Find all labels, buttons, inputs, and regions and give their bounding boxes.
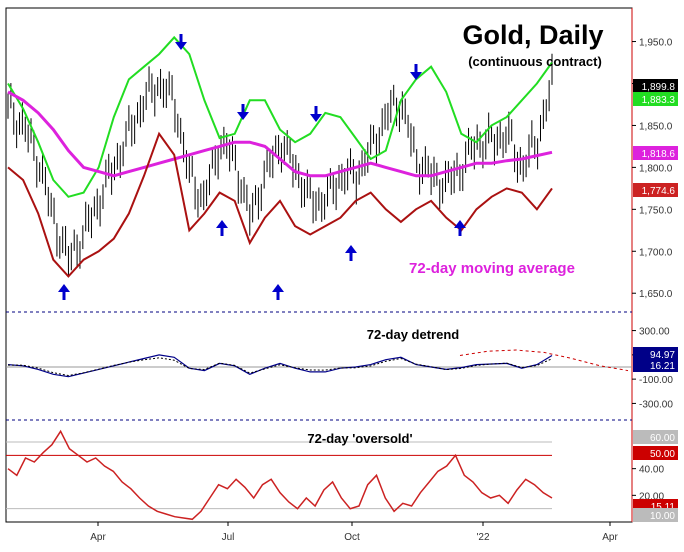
oversold-value-tag xyxy=(633,430,678,444)
moving-average-annotation: 72-day moving average xyxy=(409,260,575,277)
x-tick-label: '22 xyxy=(476,532,489,543)
oversold-label: 72-day 'oversold' xyxy=(307,431,412,446)
detrend-value-tag-label: 94.97 xyxy=(650,350,675,361)
x-tick-label: Apr xyxy=(90,532,106,543)
price-value-tag xyxy=(633,146,678,160)
y-tick-label: 1,750.0 xyxy=(639,205,673,216)
oversold-value-tag-label: 50.00 xyxy=(650,449,675,460)
detrend-value-tag xyxy=(633,358,678,372)
oversold-value-tag xyxy=(633,508,678,522)
down-arrow-icon xyxy=(237,104,249,120)
price-value-tag-label: 1,883.3 xyxy=(642,95,676,106)
price-value-tag-label: 1,899.8 xyxy=(642,82,676,93)
chart-frame xyxy=(5,7,633,523)
y-tick-label: 40.00 xyxy=(639,465,664,476)
y-tick-label: 1,650.0 xyxy=(639,289,673,300)
detrend-value-tag xyxy=(633,347,678,361)
turning-point-arrows xyxy=(58,34,466,300)
price-panel: 1,950.01,900.01,850.01,800.01,750.01,700… xyxy=(7,34,678,300)
up-arrow-icon xyxy=(345,245,357,261)
x-tick-label: Oct xyxy=(344,532,360,543)
oversold-value-tag-label: 10.00 xyxy=(650,511,675,522)
up-arrow-icon xyxy=(454,220,466,236)
series-projected-cycle xyxy=(459,349,629,372)
y-tick-label: 1,700.0 xyxy=(639,247,673,258)
y-tick-label: -100.00 xyxy=(639,375,673,386)
series-detrend xyxy=(7,354,553,378)
chart-subtitle: (continuous contract) xyxy=(468,54,602,69)
y-tick-label: 1,800.0 xyxy=(639,163,673,174)
price-value-tag-label: 1,774.6 xyxy=(642,186,676,197)
x-tick-label: Apr xyxy=(602,532,618,543)
series-oversold xyxy=(7,429,553,521)
price-value-tag-label: 1,818.6 xyxy=(642,149,676,160)
x-axis: Apr Jul Oct '22 Apr xyxy=(90,522,618,543)
oversold-value-tag xyxy=(633,446,678,460)
price-value-tag xyxy=(633,183,678,197)
down-arrow-icon xyxy=(310,106,322,122)
up-arrow-icon xyxy=(216,220,228,236)
detrend-value-tag-label: 16.21 xyxy=(650,361,675,372)
series-lower-band xyxy=(7,131,553,278)
up-arrow-icon xyxy=(58,284,70,300)
y-tick-label: 300.00 xyxy=(639,327,670,338)
down-arrow-icon xyxy=(175,34,187,50)
oversold-value-tag-label: 60.00 xyxy=(650,433,675,444)
detrend-label: 72-day detrend xyxy=(367,327,460,342)
y-tick-label: 1,850.0 xyxy=(639,121,673,132)
series-detrend-smooth xyxy=(7,357,553,377)
up-arrow-icon xyxy=(272,284,284,300)
oversold-value-tag-label: 15.11 xyxy=(651,502,676,513)
price-bars xyxy=(7,53,553,276)
y-tick-label: 1,950.0 xyxy=(639,38,673,49)
chart-title: Gold, Daily xyxy=(462,20,603,50)
series-72-day-moving-average xyxy=(7,90,553,178)
series-upper-band xyxy=(7,35,553,198)
price-value-tag xyxy=(633,92,678,106)
x-tick-label: Jul xyxy=(222,532,235,543)
down-arrow-icon xyxy=(410,64,422,80)
price-value-tag xyxy=(633,79,678,93)
y-tick-label: 20.00 xyxy=(639,491,664,502)
y-tick-label: -300.00 xyxy=(639,399,673,410)
